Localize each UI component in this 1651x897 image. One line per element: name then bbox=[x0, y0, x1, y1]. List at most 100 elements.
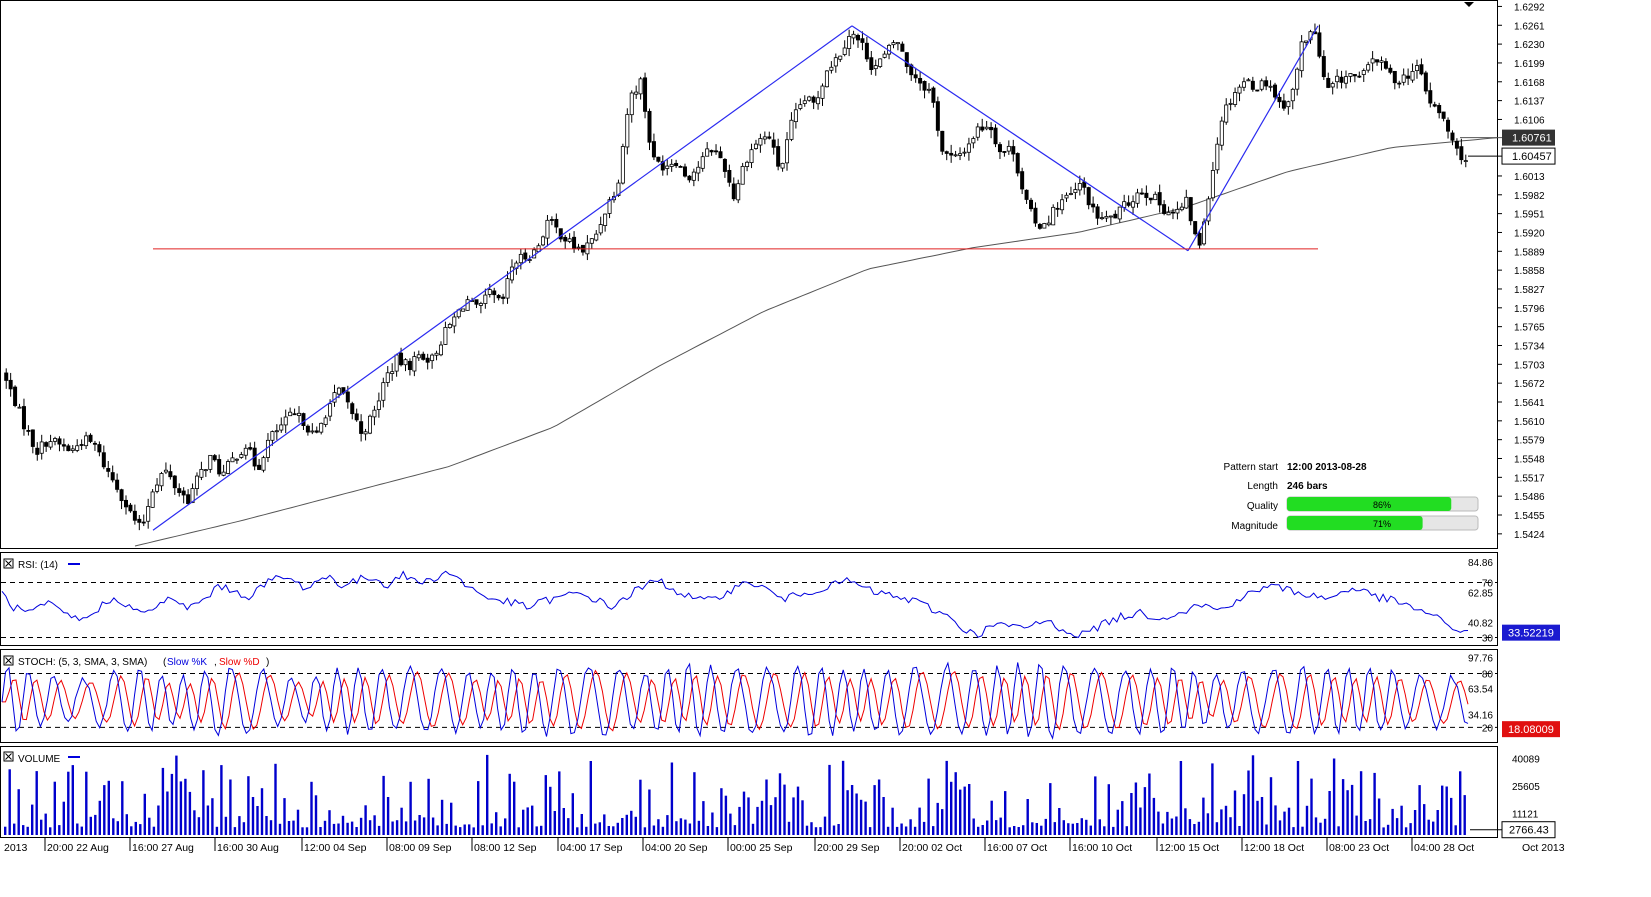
candle-bear bbox=[1029, 199, 1034, 210]
volume-bar bbox=[954, 772, 957, 835]
volume-bar bbox=[1269, 777, 1273, 835]
volume-bar bbox=[148, 817, 151, 835]
volume-bar bbox=[724, 795, 728, 835]
candle-bull bbox=[1410, 70, 1415, 81]
volume-bar bbox=[1283, 811, 1286, 835]
candle-bear bbox=[678, 166, 683, 168]
candle-bear bbox=[682, 166, 687, 177]
candle-bull bbox=[487, 289, 492, 295]
candle-bull bbox=[785, 139, 790, 164]
candle-bear bbox=[722, 158, 727, 172]
volume-bar bbox=[1328, 791, 1331, 835]
candle-bear bbox=[767, 136, 772, 139]
candle-bull bbox=[1179, 206, 1184, 211]
candle-bear bbox=[1033, 207, 1038, 224]
price-tick-label: 1.6199 bbox=[1514, 59, 1545, 70]
price-tick-label: 1.5579 bbox=[1514, 436, 1545, 447]
volume-bar bbox=[310, 781, 313, 835]
volume-bar bbox=[1170, 818, 1174, 835]
volume-bar bbox=[17, 789, 20, 835]
volume-bar bbox=[1044, 818, 1047, 835]
volume-bar bbox=[531, 805, 534, 835]
volume-bar bbox=[711, 812, 714, 835]
candle-bear bbox=[314, 430, 319, 433]
volume-bar bbox=[94, 814, 97, 835]
stoch-k-line bbox=[1, 661, 1469, 740]
candle-bear bbox=[1397, 82, 1402, 85]
candle-bull bbox=[780, 162, 785, 169]
stoch-level-label: 63.54 bbox=[1468, 684, 1493, 695]
candle-bull bbox=[691, 171, 696, 181]
volume-bar bbox=[891, 807, 894, 835]
volume-bar bbox=[733, 825, 737, 835]
volume-bar bbox=[1301, 826, 1304, 835]
volume-bar bbox=[386, 797, 390, 835]
candle-bear bbox=[900, 43, 905, 52]
candle-bull bbox=[394, 354, 399, 372]
volume-bar bbox=[1103, 826, 1106, 835]
volume-bar bbox=[841, 760, 845, 835]
candle-bull bbox=[146, 506, 151, 522]
volume-bar bbox=[747, 797, 750, 835]
candle-bull bbox=[1330, 83, 1335, 88]
volume-bar bbox=[882, 797, 885, 835]
volume-bar bbox=[1359, 771, 1363, 835]
candle-bull bbox=[838, 55, 843, 60]
volume-bar bbox=[481, 825, 484, 835]
candle-bear bbox=[124, 499, 129, 508]
volume-bar bbox=[368, 820, 372, 835]
candle-bear bbox=[1139, 192, 1144, 195]
scroll-marker-icon[interactable] bbox=[1464, 2, 1474, 7]
candle-bear bbox=[1020, 171, 1025, 190]
volume-bar bbox=[585, 826, 588, 835]
candle-bull bbox=[48, 441, 53, 448]
volume-bar bbox=[1463, 795, 1466, 835]
volume-bar bbox=[1247, 770, 1250, 835]
volume-bar bbox=[850, 785, 854, 835]
candle-bull bbox=[243, 447, 248, 456]
candle-bull bbox=[847, 36, 852, 49]
volume-bar bbox=[413, 820, 417, 835]
volume-bar bbox=[49, 827, 52, 835]
candle-bear bbox=[141, 521, 146, 524]
candle-bear bbox=[811, 96, 816, 103]
volume-bar bbox=[215, 826, 219, 835]
candle-bear bbox=[106, 468, 111, 472]
candle-bear bbox=[864, 42, 869, 60]
volume-bar bbox=[837, 824, 840, 835]
candle-bear bbox=[935, 101, 940, 131]
candle-bull bbox=[793, 109, 798, 123]
volume-bar bbox=[913, 826, 917, 835]
candle-bear bbox=[940, 130, 945, 152]
volume-bar bbox=[247, 776, 250, 835]
volume-bar bbox=[963, 786, 966, 835]
candle-bull bbox=[376, 400, 381, 410]
volume-bar bbox=[1409, 823, 1412, 835]
volume-bar bbox=[959, 789, 962, 835]
candle-bull bbox=[1215, 143, 1220, 171]
volume-bar bbox=[251, 797, 255, 835]
candle-bull bbox=[336, 387, 341, 395]
rsi-level-label: 40.82 bbox=[1468, 619, 1493, 630]
candle-bear bbox=[714, 150, 719, 153]
rsi-close-icon-x bbox=[5, 560, 12, 567]
candle-bull bbox=[461, 308, 466, 312]
candle-bull bbox=[328, 403, 333, 417]
volume-bar bbox=[166, 791, 169, 835]
candle-bull bbox=[753, 143, 758, 149]
volume-bar bbox=[107, 780, 110, 835]
pattern-line bbox=[851, 25, 1189, 252]
volume-bar bbox=[409, 781, 412, 835]
volume-bar bbox=[287, 821, 291, 835]
candle-bear bbox=[21, 406, 26, 430]
candle-bull bbox=[1060, 199, 1065, 211]
length-label: Length bbox=[1247, 481, 1278, 492]
volume-bar bbox=[1031, 822, 1034, 835]
candle-bull bbox=[740, 165, 745, 185]
volume-bar bbox=[814, 827, 818, 835]
candle-bull bbox=[1104, 216, 1109, 219]
volume-bar bbox=[715, 827, 719, 835]
volume-bar bbox=[477, 781, 480, 835]
candle-bull bbox=[820, 85, 825, 99]
